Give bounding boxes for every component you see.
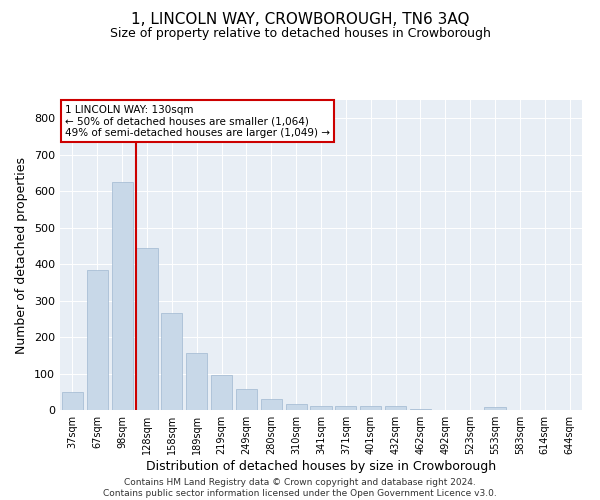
Bar (136, 248, 158, 410)
Y-axis label: Number of detached properties: Number of detached properties (16, 156, 28, 354)
Bar (360, 406, 381, 410)
Text: 1, LINCOLN WAY, CROWBOROUGH, TN6 3AQ: 1, LINCOLN WAY, CROWBOROUGH, TN6 3AQ (131, 12, 469, 28)
Bar (186, 354, 207, 410)
Text: 1 LINCOLN WAY: 130sqm
← 50% of detached houses are smaller (1,064)
49% of semi-d: 1 LINCOLN WAY: 130sqm ← 50% of detached … (65, 104, 330, 138)
X-axis label: Distribution of detached houses by size in Crowborough: Distribution of detached houses by size … (146, 460, 496, 473)
Bar (484, 407, 506, 410)
Bar (87, 270, 108, 410)
Bar (261, 399, 282, 410)
Bar (286, 404, 307, 410)
Bar (385, 406, 406, 410)
Bar (410, 408, 431, 410)
Bar (335, 406, 356, 410)
Bar (62, 392, 83, 410)
Bar (161, 314, 182, 410)
Text: Size of property relative to detached houses in Crowborough: Size of property relative to detached ho… (110, 28, 490, 40)
Text: Contains HM Land Registry data © Crown copyright and database right 2024.
Contai: Contains HM Land Registry data © Crown c… (103, 478, 497, 498)
Bar (112, 182, 133, 410)
Bar (211, 374, 232, 410)
Bar (310, 406, 332, 410)
Bar (236, 389, 257, 410)
